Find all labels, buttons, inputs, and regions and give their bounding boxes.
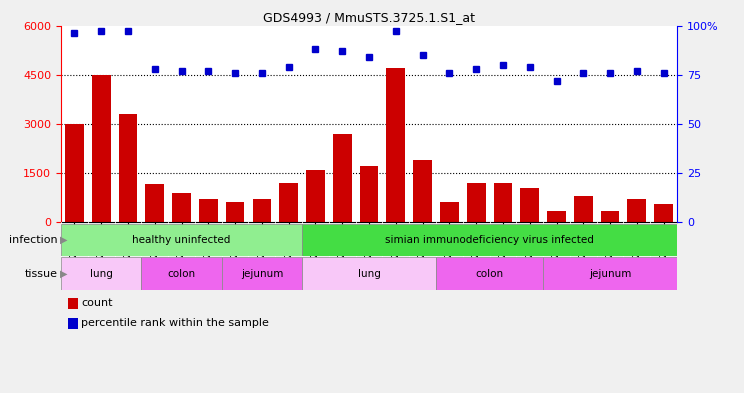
Text: jejunum: jejunum	[589, 268, 631, 279]
Text: ▶: ▶	[60, 235, 68, 245]
Bar	[92, 75, 111, 222]
Text: colon: colon	[475, 268, 504, 279]
Text: tissue: tissue	[25, 268, 57, 279]
Bar	[440, 202, 459, 222]
Bar	[386, 68, 405, 222]
Text: colon: colon	[167, 268, 196, 279]
Bar	[493, 183, 513, 222]
Bar	[466, 183, 486, 222]
Bar	[172, 193, 191, 222]
Bar	[547, 211, 566, 222]
Text: count: count	[81, 298, 112, 309]
Text: infection: infection	[9, 235, 57, 245]
Title: GDS4993 / MmuSTS.3725.1.S1_at: GDS4993 / MmuSTS.3725.1.S1_at	[263, 11, 475, 24]
Text: healthy uninfected: healthy uninfected	[132, 235, 231, 245]
Bar	[574, 196, 593, 222]
Text: percentile rank within the sample: percentile rank within the sample	[81, 318, 269, 328]
Bar	[199, 199, 218, 222]
Bar	[543, 257, 677, 290]
Bar	[600, 211, 620, 222]
Bar	[654, 204, 673, 222]
Text: ▶: ▶	[60, 268, 68, 279]
Bar	[252, 199, 272, 222]
Bar	[333, 134, 352, 222]
Text: lung: lung	[358, 268, 380, 279]
Bar	[279, 183, 298, 222]
Bar	[61, 224, 302, 256]
Bar	[413, 160, 432, 222]
Bar	[306, 170, 325, 222]
Text: simian immunodeficiency virus infected: simian immunodeficiency virus infected	[385, 235, 594, 245]
Bar	[436, 257, 543, 290]
Bar	[225, 202, 245, 222]
Bar	[61, 257, 141, 290]
Text: lung: lung	[90, 268, 112, 279]
Bar	[520, 187, 539, 222]
Bar	[141, 257, 222, 290]
Bar	[222, 257, 302, 290]
Bar	[145, 184, 164, 222]
Bar	[627, 199, 647, 222]
Bar	[302, 224, 677, 256]
Bar	[302, 257, 436, 290]
Bar	[65, 124, 84, 222]
Bar	[118, 114, 138, 222]
Bar	[359, 166, 379, 222]
Text: jejunum: jejunum	[241, 268, 283, 279]
